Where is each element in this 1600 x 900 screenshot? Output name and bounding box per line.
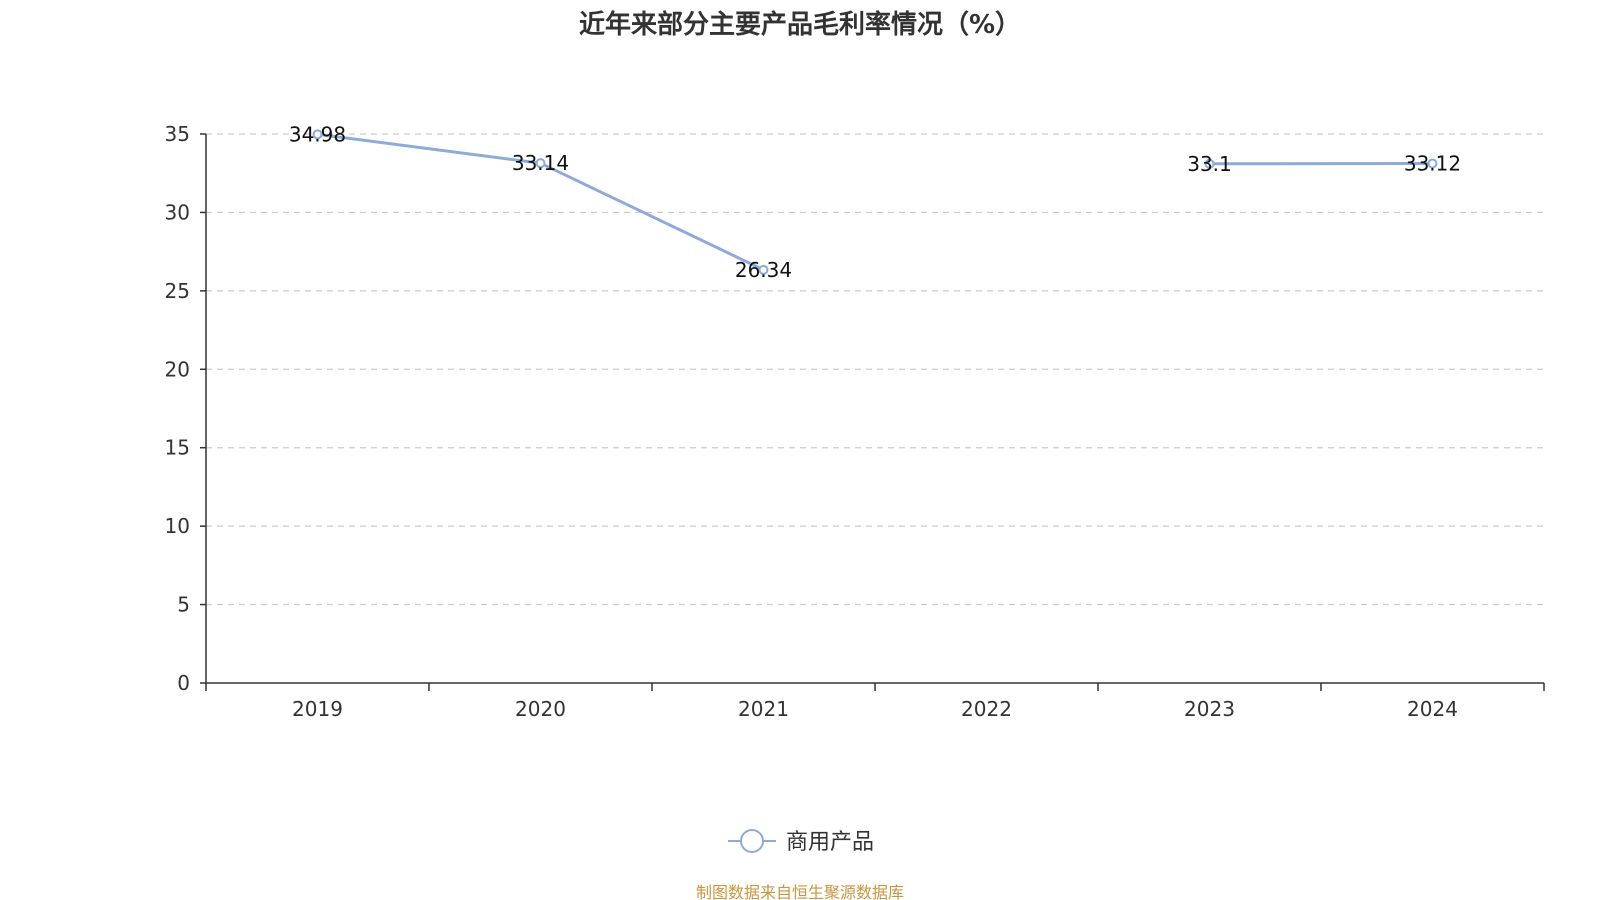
data-point: [312, 129, 323, 140]
y-tick-label: 25: [165, 279, 190, 303]
y-tick-label: 10: [165, 514, 190, 538]
legend-label: 商用产品: [786, 830, 874, 855]
data-point: [758, 264, 769, 275]
x-tick-label: 2023: [1184, 697, 1235, 721]
x-tick-label: 2020: [515, 697, 566, 721]
data-point: [1427, 158, 1438, 169]
y-tick-label: 0: [177, 671, 190, 695]
data-point: [1204, 158, 1215, 169]
data-label: 26.34: [735, 258, 792, 282]
chart-title: 近年来部分主要产品毛利率情况（%）: [579, 9, 1021, 40]
axes: 0 5 10 15 20 25 30 35 2019 2020 2021 2022 2023 2024: [165, 122, 1545, 721]
y-tick-label: 5: [177, 593, 190, 617]
legend-marker-icon: [740, 829, 764, 853]
x-tick-label: 2021: [738, 697, 789, 721]
data-label: 33.1: [1187, 152, 1232, 176]
grid-lines: [206, 133, 1544, 606]
data-point: [535, 158, 546, 169]
legend[interactable]: 商用产品: [728, 829, 874, 855]
data-labels: 34.98 33.14 26.34 33.1 33.12: [289, 122, 1461, 282]
y-tick-label: 15: [165, 436, 190, 460]
x-tick-label: 2022: [961, 697, 1012, 721]
data-label: 33.14: [512, 151, 569, 175]
x-tick-label: 2019: [292, 697, 343, 721]
source-note: 制图数据来自恒生聚源数据库: [696, 883, 904, 900]
x-tick-label: 2024: [1407, 697, 1458, 721]
data-label: 33.12: [1404, 151, 1461, 175]
y-tick-label: 35: [165, 122, 190, 146]
y-tick-label: 30: [165, 200, 190, 224]
data-label: 34.98: [289, 122, 346, 146]
series-commercial-products: [312, 129, 1438, 275]
y-tick-label: 20: [165, 357, 190, 381]
